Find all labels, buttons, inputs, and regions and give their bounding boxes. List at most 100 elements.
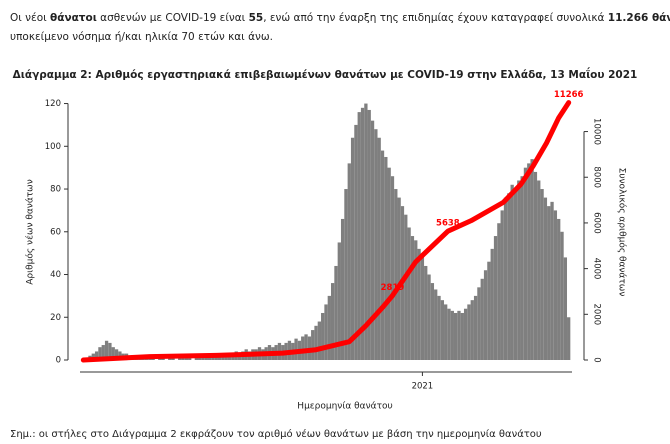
bar [557,218,561,360]
bar [314,325,318,360]
bar [550,201,554,360]
y-tick-label: 60 [50,227,61,237]
bar [194,357,199,360]
bar [420,257,425,360]
paragraph-line: υποκείμενο νόσημα ή/και ηλικία 70 ετών κ… [10,31,273,43]
chart-title: Διάγραμμα 2: Αριθμός εργαστηριακά επιβεβ… [13,67,638,81]
bar [158,357,162,360]
bar [493,236,498,360]
bar [547,206,551,360]
bar [460,312,464,360]
y2-tick-label: 6000 [592,212,602,234]
paragraph-segment: ασθενών με COVID-19 είναι [97,12,249,24]
bar [407,227,411,360]
bar [513,189,518,360]
data-label: 5638 [436,219,460,229]
bar [510,184,514,360]
x-tick-label: 2021 [412,382,434,392]
bar [437,295,441,360]
bar [490,248,494,360]
bar [543,197,548,360]
bar [387,167,391,360]
y2-tick-label: 0 [592,357,602,362]
bar [317,321,322,360]
data-label: 11266 [554,90,584,100]
bar [321,312,325,360]
y2-tick-label: 8000 [592,166,602,188]
bar [367,109,371,360]
bar [377,137,381,360]
bar [217,355,222,360]
bar [91,353,95,360]
bar [470,300,474,360]
y2-tick-label: 4000 [592,258,602,280]
paragraph-segment: υποκείμενο νόσημα ή/και ηλικία 70 ετών κ… [10,31,273,43]
bar [104,340,109,360]
bar [354,124,358,360]
bar [370,120,375,360]
bar [304,334,308,360]
bar [417,248,421,360]
bar [344,189,348,360]
bar [430,283,435,360]
bar [483,270,488,360]
bar [553,210,558,360]
bar [497,223,501,360]
bar [207,357,212,360]
y-tick-label: 120 [45,99,61,109]
y-tick-label: 40 [50,270,61,280]
bar [330,283,335,360]
bar [410,236,415,360]
bar [414,240,418,360]
bar [453,312,458,360]
bar [394,189,398,360]
bar [507,193,511,360]
bar [340,218,345,360]
bar [457,310,461,360]
bar [567,317,571,360]
bar [334,265,338,360]
bar [98,347,102,360]
bar [168,357,172,360]
bar [188,357,192,360]
paragraph-segment: θάνατοι [50,12,97,24]
bar [360,107,365,361]
paragraph-segment: 55 [249,12,264,24]
bar [523,167,528,360]
bar [337,242,341,360]
bar [327,295,331,360]
bar [384,156,388,360]
bar [533,171,538,360]
bar [477,287,481,360]
bar [480,278,484,360]
bar [560,231,564,360]
bar [101,345,105,360]
bar [500,210,504,360]
bar [364,103,368,360]
bar [473,295,478,360]
bar [447,308,451,360]
bar [111,347,115,360]
bar [114,349,119,360]
bar [178,357,182,360]
bar [424,265,428,360]
bar [450,310,454,360]
y-axis-label: Αριθμός νέων θανάτων [25,179,36,285]
bar [527,163,531,360]
bar [198,357,202,360]
footnote: Σημ.: οι στήλες στο Διάγραμμα 2 εκφράζου… [10,428,542,440]
bar [444,304,448,360]
paragraph-segment: Οι νέοι [10,12,50,24]
bar [440,300,445,360]
bar [324,304,328,360]
bar [563,257,568,360]
bar [380,150,385,360]
bar [487,261,491,360]
y-tick-label: 80 [50,185,61,195]
y2-axis-label: Συνολικός αριθμός θανάτων [617,168,628,297]
paragraph-segment: , ενώ από την έναρξη της επιδημίας έχουν… [263,12,608,24]
bar [404,214,408,360]
bar [94,351,99,360]
bar [517,180,521,360]
